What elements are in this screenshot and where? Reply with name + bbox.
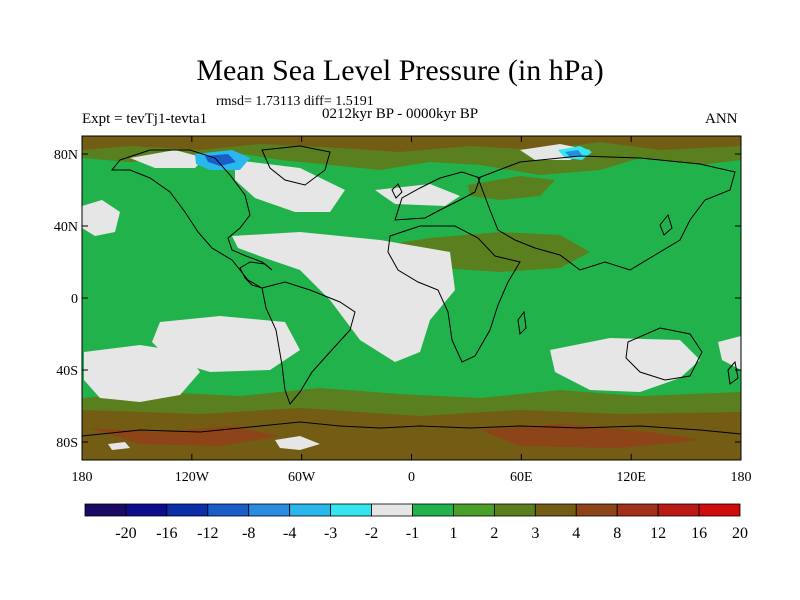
map-title: Mean Sea Level Pressure (in hPa) [196, 54, 604, 87]
x-tick-label: 180 [731, 470, 752, 485]
x-tick-label: 120W [175, 470, 210, 485]
colorbar-box [657, 503, 700, 517]
colorbar-box [84, 503, 127, 517]
colorbar-label: -16 [156, 525, 177, 542]
colorbar-label: 4 [572, 525, 580, 542]
colorbar-label: -3 [324, 525, 337, 542]
colorbar-box [166, 503, 209, 517]
colorbar-box [289, 503, 332, 517]
colorbar-label: 2 [490, 525, 498, 542]
colorbar-box [616, 503, 659, 517]
coastlines [82, 145, 741, 437]
colorbar-box [125, 503, 168, 517]
map-field [82, 136, 741, 460]
colorbar: -20 -16 -12 -8 -4 -3 -2 -1 1 2 3 4 8 12 16 20 [84, 503, 748, 542]
x-tick-label: 60W [288, 470, 316, 485]
colorbar-label: 3 [531, 525, 539, 542]
colorbar-label: -2 [365, 525, 378, 542]
y-tick-label: 0 [71, 292, 78, 307]
colorbar-label: -20 [115, 525, 136, 542]
field-negative [195, 146, 592, 170]
colorbar-box [207, 503, 250, 517]
colorbar-box [248, 503, 291, 517]
x-tick-label: 0 [408, 470, 415, 485]
colorbar-label: 12 [650, 525, 666, 542]
y-tick-label: 40S [56, 364, 78, 379]
colorbar-box [534, 503, 577, 517]
x-tick-label: 60E [510, 470, 533, 485]
colorbar-label: 16 [691, 525, 707, 542]
x-tick-label: 180 [72, 470, 93, 485]
colorbar-label: 8 [613, 525, 621, 542]
axis-ticks: 80N 40N 0 40S 80S 180 120W 60W 0 60E 120E 180 [54, 136, 752, 485]
x-tick-label: 120E [616, 470, 646, 485]
colorbar-box [698, 503, 741, 517]
colorbar-box [330, 503, 372, 517]
colorbar-label: -8 [242, 525, 255, 542]
colorbar-box [493, 503, 536, 517]
colorbar-label: -4 [283, 525, 296, 542]
y-tick-label: 80S [56, 436, 78, 451]
colorbar-box [575, 503, 618, 517]
colorbar-label: 1 [449, 525, 457, 542]
colorbar-label: 20 [732, 525, 748, 542]
y-tick-label: 40N [54, 220, 78, 235]
colorbar-box [371, 503, 413, 517]
rmsd-diff-stats: rmsd= 1.73113 diff= 1.5191 [216, 94, 374, 109]
field-8-12 [90, 424, 700, 448]
colorbar-box [453, 503, 495, 517]
y-tick-label: 80N [54, 148, 78, 163]
season-label: ANN [705, 111, 738, 127]
colorbar-box [412, 503, 454, 517]
time-period-label: 0212kyr BP - 0000kyr BP [322, 106, 479, 122]
colorbar-label: -1 [406, 525, 419, 542]
experiment-label: Expt = tevTj1-tevta1 [82, 111, 208, 127]
colorbar-label: -12 [197, 525, 218, 542]
